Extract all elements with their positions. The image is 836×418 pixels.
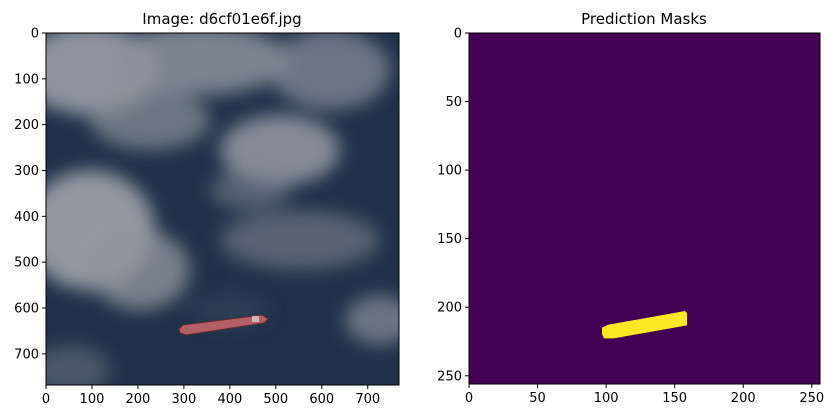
x-tick-label: 600 bbox=[309, 392, 334, 407]
y-tick-label: 400 bbox=[14, 210, 39, 225]
right-chart-title: Prediction Masks bbox=[581, 10, 707, 28]
y-tick-label: 200 bbox=[437, 301, 462, 316]
y-tick-label: 0 bbox=[454, 27, 462, 42]
x-tick-label: 0 bbox=[465, 391, 473, 406]
right-y-ticks: 0 50 100 150 200 250 bbox=[437, 27, 469, 384]
left-plot-frame bbox=[45, 32, 400, 386]
x-tick-label: 400 bbox=[217, 392, 242, 407]
x-tick-label: 100 bbox=[594, 391, 619, 406]
x-tick-label: 250 bbox=[799, 391, 824, 406]
right-plot-frame bbox=[468, 32, 821, 385]
y-tick-label: 600 bbox=[14, 302, 39, 317]
y-tick-label: 50 bbox=[445, 95, 462, 110]
x-tick-label: 500 bbox=[263, 392, 288, 407]
left-chart-title: Image: d6cf01e6f.jpg bbox=[142, 10, 301, 28]
x-tick-label: 150 bbox=[662, 391, 687, 406]
left-x-ticks: 0 100 200 300 400 500 600 700 bbox=[42, 385, 380, 407]
x-tick-label: 100 bbox=[80, 392, 105, 407]
y-tick-label: 200 bbox=[14, 118, 39, 133]
prediction-mask-panel: Prediction Masks 0 50 100 150 200 250 0 50 100 1… bbox=[437, 10, 824, 406]
x-tick-label: 0 bbox=[42, 392, 50, 407]
x-tick-label: 300 bbox=[171, 392, 196, 407]
x-tick-label: 200 bbox=[126, 392, 151, 407]
x-tick-label: 50 bbox=[529, 391, 546, 406]
ship-mask bbox=[601, 311, 688, 339]
x-tick-label: 700 bbox=[355, 392, 380, 407]
y-tick-label: 250 bbox=[437, 369, 462, 384]
left-y-ticks: 0 100 200 300 400 500 600 700 bbox=[14, 27, 46, 362]
satellite-image-panel: Image: d6cf01e6f.jpg bbox=[14, 10, 400, 407]
x-tick-label: 200 bbox=[731, 391, 756, 406]
ship bbox=[178, 314, 269, 336]
right-x-ticks: 0 50 100 150 200 250 bbox=[465, 384, 824, 406]
y-tick-label: 100 bbox=[14, 72, 39, 87]
satellite-image bbox=[46, 33, 399, 385]
y-tick-label: 500 bbox=[14, 256, 39, 271]
y-tick-label: 150 bbox=[437, 232, 462, 247]
y-tick-label: 300 bbox=[14, 164, 39, 179]
y-tick-label: 0 bbox=[31, 27, 39, 42]
y-tick-label: 100 bbox=[437, 164, 462, 179]
y-tick-label: 700 bbox=[14, 347, 39, 362]
